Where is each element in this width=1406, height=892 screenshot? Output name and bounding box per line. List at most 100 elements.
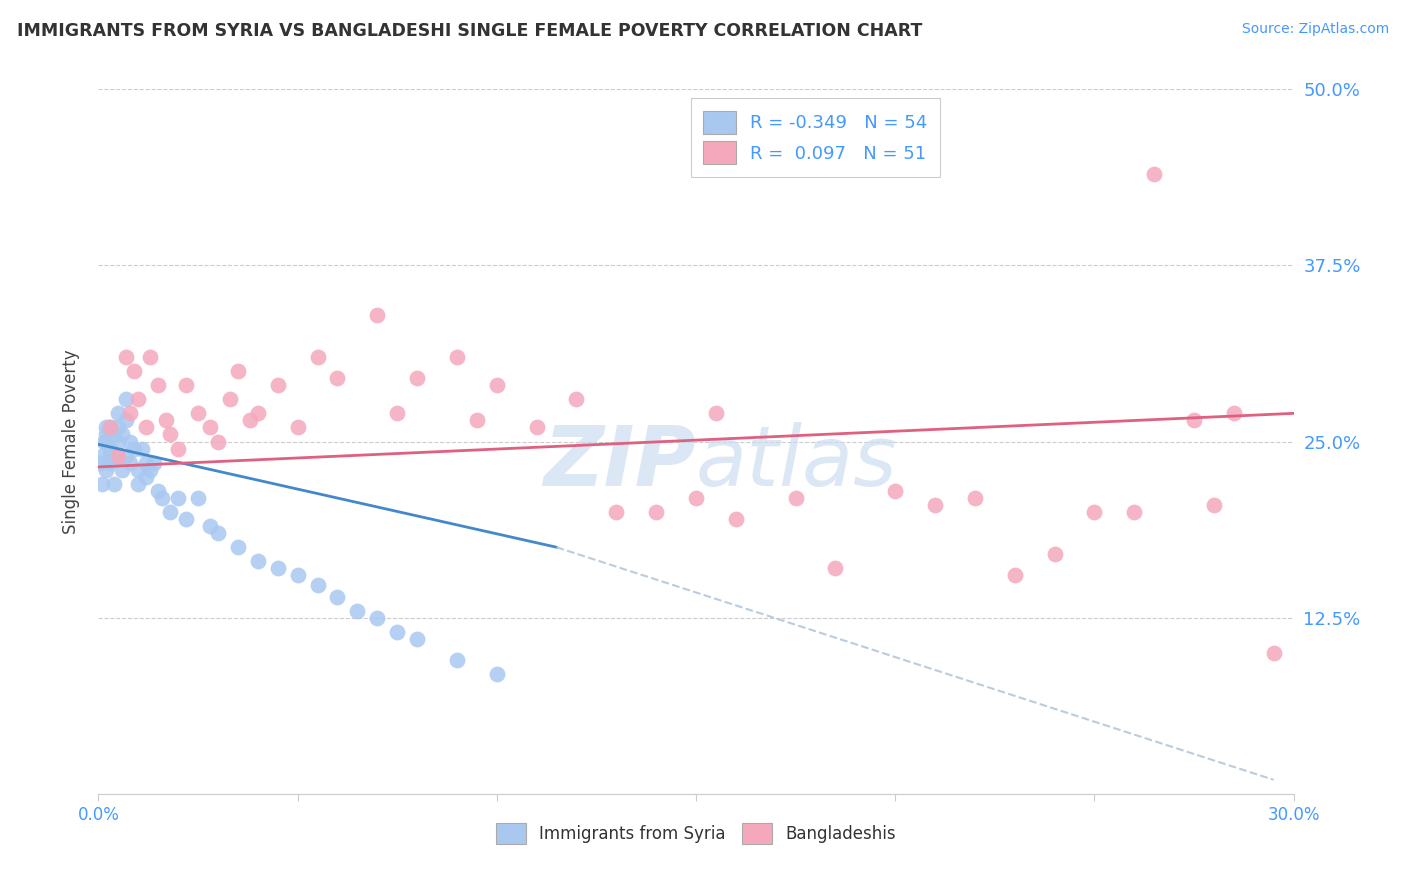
Point xyxy=(198,519,221,533)
Text: ZIP: ZIP xyxy=(543,422,696,503)
Point xyxy=(107,420,129,434)
Point xyxy=(246,554,269,568)
Point xyxy=(174,512,197,526)
Point xyxy=(307,578,329,592)
Point xyxy=(326,590,349,604)
Text: Source: ZipAtlas.com: Source: ZipAtlas.com xyxy=(1241,22,1389,37)
Point xyxy=(385,406,409,420)
Point xyxy=(198,420,221,434)
Point xyxy=(366,610,388,624)
Point xyxy=(124,442,146,456)
Point xyxy=(267,378,290,392)
Point xyxy=(103,427,125,442)
Point xyxy=(485,667,508,681)
Point xyxy=(135,420,157,434)
Point xyxy=(565,392,588,407)
Point xyxy=(287,568,309,582)
Point xyxy=(785,491,807,505)
Point xyxy=(724,512,747,526)
Point xyxy=(1083,505,1105,519)
Point xyxy=(239,413,262,427)
Point xyxy=(131,442,153,456)
Point xyxy=(645,505,668,519)
Point xyxy=(98,442,122,456)
Legend: Immigrants from Syria, Bangladeshis: Immigrants from Syria, Bangladeshis xyxy=(488,814,904,853)
Point xyxy=(346,604,368,618)
Point xyxy=(1223,406,1246,420)
Point xyxy=(704,406,727,420)
Point xyxy=(96,420,118,434)
Point xyxy=(103,476,125,491)
Point xyxy=(1123,505,1146,519)
Point xyxy=(111,427,134,442)
Point xyxy=(107,449,129,463)
Point xyxy=(1182,413,1205,427)
Point xyxy=(111,463,134,477)
Point xyxy=(103,449,125,463)
Point xyxy=(89,456,111,470)
Point xyxy=(120,406,142,420)
Point xyxy=(226,364,249,378)
Point xyxy=(107,434,129,449)
Point xyxy=(685,491,707,505)
Point xyxy=(167,491,190,505)
Point xyxy=(150,491,173,505)
Point xyxy=(1202,498,1225,512)
Point xyxy=(1004,568,1026,582)
Point xyxy=(385,624,409,639)
Point xyxy=(115,392,138,407)
Point xyxy=(91,449,114,463)
Point xyxy=(96,463,118,477)
Point xyxy=(115,449,138,463)
Point xyxy=(155,413,177,427)
Point xyxy=(91,476,114,491)
Point xyxy=(115,350,138,364)
Point xyxy=(924,498,946,512)
Point xyxy=(246,406,269,420)
Point xyxy=(207,526,229,541)
Point xyxy=(127,392,149,407)
Y-axis label: Single Female Poverty: Single Female Poverty xyxy=(62,350,80,533)
Point xyxy=(605,505,627,519)
Point xyxy=(1143,167,1166,181)
Point xyxy=(167,442,190,456)
Point xyxy=(366,308,388,322)
Point xyxy=(207,434,229,449)
Point xyxy=(120,456,142,470)
Text: IMMIGRANTS FROM SYRIA VS BANGLADESHI SINGLE FEMALE POVERTY CORRELATION CHART: IMMIGRANTS FROM SYRIA VS BANGLADESHI SIN… xyxy=(17,22,922,40)
Point xyxy=(1263,646,1285,660)
Point xyxy=(96,427,118,442)
Point xyxy=(187,491,209,505)
Point xyxy=(307,350,329,364)
Point xyxy=(98,449,122,463)
Point xyxy=(96,434,118,449)
Point xyxy=(824,561,846,575)
Point xyxy=(406,632,429,646)
Point xyxy=(446,653,468,667)
Text: atlas: atlas xyxy=(696,422,897,503)
Point xyxy=(159,505,181,519)
Point xyxy=(187,406,209,420)
Point xyxy=(287,420,309,434)
Point xyxy=(115,413,138,427)
Point xyxy=(159,427,181,442)
Point xyxy=(884,483,907,498)
Point xyxy=(148,483,170,498)
Point xyxy=(135,469,157,483)
Point xyxy=(526,420,548,434)
Point xyxy=(127,463,149,477)
Point xyxy=(98,456,122,470)
Point xyxy=(139,463,162,477)
Point xyxy=(267,561,290,575)
Point xyxy=(148,378,170,392)
Point xyxy=(406,371,429,385)
Point xyxy=(465,413,488,427)
Point xyxy=(127,476,149,491)
Point xyxy=(107,406,129,420)
Point xyxy=(124,364,146,378)
Point xyxy=(226,541,249,555)
Point xyxy=(107,449,129,463)
Point xyxy=(326,371,349,385)
Point xyxy=(219,392,242,407)
Point xyxy=(485,378,508,392)
